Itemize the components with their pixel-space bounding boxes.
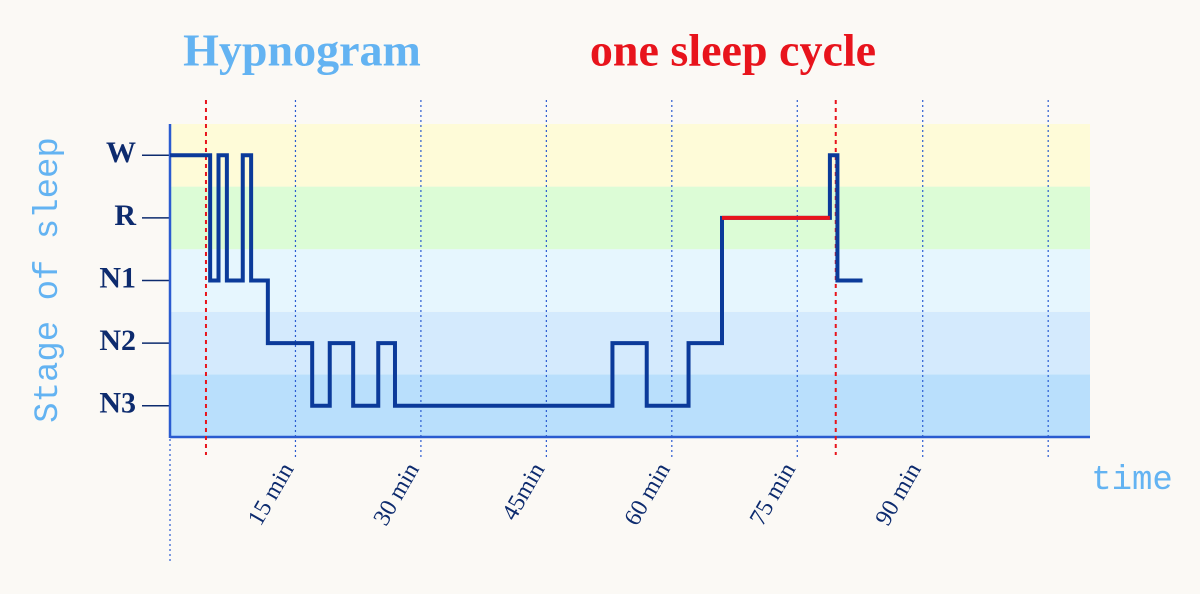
chart-title: Hypnogram — [183, 25, 421, 76]
y-tick-label: N2 — [99, 324, 136, 357]
stage-band — [170, 374, 1090, 437]
stage-band — [170, 124, 1090, 187]
y-axis-title: Stage of sleep — [30, 137, 68, 423]
y-tick-label: N1 — [99, 261, 136, 294]
stage-band — [170, 249, 1090, 312]
chart-subtitle: one sleep cycle — [590, 25, 876, 76]
bands — [170, 124, 1090, 437]
y-tick-label: R — [114, 199, 136, 232]
y-tick-label: N3 — [99, 387, 136, 420]
grid — [169, 100, 1049, 562]
stage-band — [170, 186, 1090, 250]
y-tick-label: W — [106, 136, 136, 169]
x-axis-title: time — [1091, 462, 1173, 500]
hypnogram-line — [170, 153, 863, 408]
